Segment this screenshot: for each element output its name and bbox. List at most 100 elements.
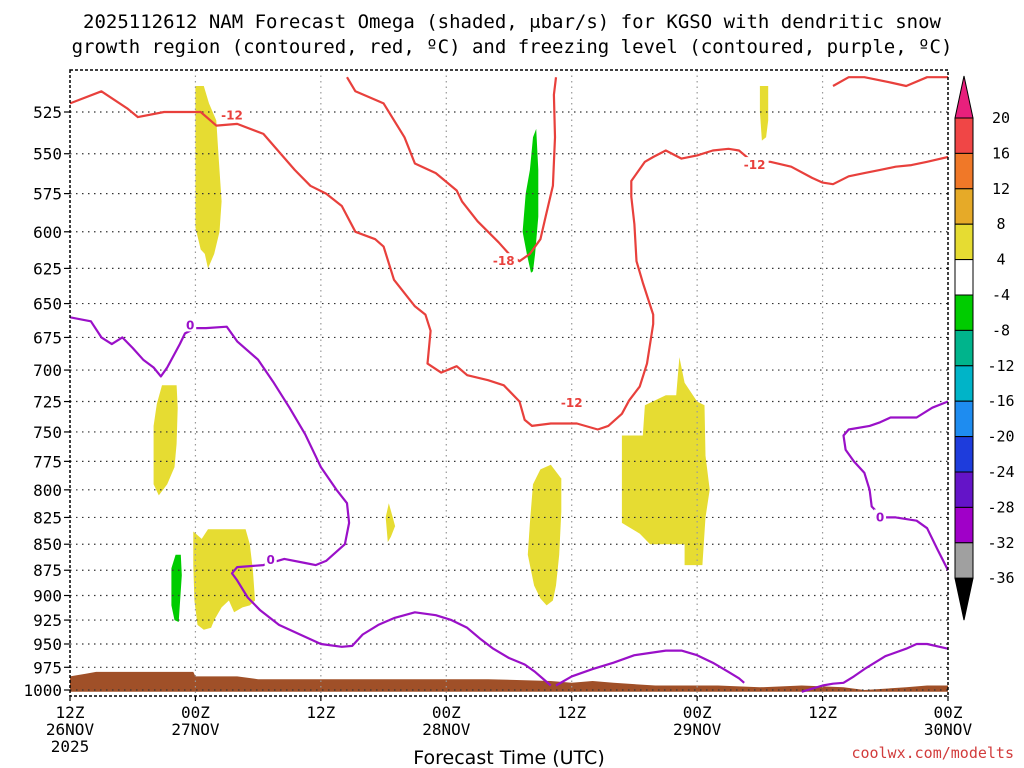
- x-tick-label-36-2: 28NOV: [422, 720, 471, 739]
- contour-dgz-minus12-left: [70, 90, 948, 431]
- colorbar-segment-13: [954, 542, 974, 579]
- omega-region-4: [171, 554, 182, 622]
- colorbar-label-6: -4: [992, 286, 1010, 304]
- colorbar-label-4: 8: [996, 215, 1005, 233]
- axes: 525 550 575 600 625 650 675 700 725 750 775 800 825 8…: [23, 69, 973, 756]
- chart-title-line-1: 2025112612 NAM Forecast Omega (shaded, μ…: [83, 11, 941, 33]
- chart-title-line-2: growth region (contoured, red, ºC) and f…: [72, 36, 953, 58]
- contour-frz-lower: [555, 649, 745, 687]
- x-tick-label-48-1: 12Z: [557, 703, 586, 722]
- y-tick-label-725: 725: [33, 393, 62, 412]
- y-tick-label-825: 825: [33, 508, 62, 527]
- x-tick-label-0-2: 26NOV: [46, 720, 95, 739]
- y-tick-label-525: 525: [33, 103, 62, 122]
- y-tick-label-575: 575: [33, 185, 62, 204]
- colorbar-label-3: 12: [992, 180, 1010, 198]
- colorbar-segment-10: [954, 436, 974, 473]
- y-tick-label-700: 700: [33, 361, 62, 380]
- contour-dgz-minus12-topright: [832, 76, 948, 88]
- colorbar-label-10: -20: [987, 428, 1014, 446]
- plot-frame: [69, 69, 949, 697]
- y-tick-label-975: 975: [33, 658, 62, 677]
- colorbar: 20 16 12 8 4 -4 -8 -12 -16 -20 -24 -28 -32 -36: [954, 75, 1015, 621]
- contour-labels: -12 -12 -18 -12 0 0 0: [184, 107, 887, 567]
- omega-region-3: [193, 529, 255, 630]
- colorbar-label-2: 16: [992, 144, 1010, 162]
- y-tick-label-925: 925: [33, 611, 62, 630]
- contour-dgz-minus18: [346, 76, 558, 263]
- y-tick-label-1000: 1000: [23, 681, 62, 700]
- contour-label-3: -18: [493, 254, 515, 268]
- x-tick-label-12-1: 00Z: [181, 703, 210, 722]
- colorbar-label-7: -8: [992, 321, 1010, 339]
- x-tick-label-84-2: 30NOV: [924, 720, 973, 739]
- y-tick-label-675: 675: [33, 328, 62, 347]
- x-tick-label-60-2: 29NOV: [673, 720, 722, 739]
- contour-label-bg: [264, 551, 277, 566]
- colorbar-segment-9: [954, 400, 974, 438]
- omega-region-9: [759, 86, 769, 141]
- colorbar-segment-7: [954, 329, 974, 367]
- y-tick-label-775: 775: [33, 452, 62, 471]
- y-tick-label-750: 750: [33, 423, 62, 442]
- contour-label-5: 0: [186, 318, 194, 332]
- colorbar-top-arrow: [954, 75, 974, 119]
- contour-lines: [70, 76, 948, 693]
- y-tick-label-900: 900: [33, 586, 62, 605]
- x-tick-label-24-1: 12Z: [306, 703, 335, 722]
- y-tick-label-625: 625: [33, 259, 62, 278]
- colorbar-label-12: -28: [987, 498, 1014, 516]
- x-tick-label-36-1: 00Z: [432, 703, 461, 722]
- y-tick-label-600: 600: [33, 223, 62, 242]
- colorbar-segment-3: [954, 188, 974, 225]
- grid-lines: [70, 70, 948, 696]
- x-tick-label-0-3: 2025: [51, 737, 90, 756]
- colorbar-label-13: -32: [987, 534, 1014, 552]
- contour-frz-upper: [70, 316, 552, 687]
- contour-label-2: -12: [744, 158, 766, 172]
- colorbar-label-9: -16: [987, 392, 1014, 410]
- omega-region-2: [153, 385, 178, 496]
- y-tick-label-800: 800: [33, 481, 62, 500]
- y-tick-label-875: 875: [33, 561, 62, 580]
- colorbar-segment-12: [954, 506, 974, 544]
- colorbar-label-5: 4: [996, 251, 1005, 269]
- omega-region-5: [522, 128, 539, 273]
- colorbar-segment-2: [954, 152, 974, 190]
- colorbar-segment-4: [954, 223, 974, 261]
- y-tick-label-550: 550: [33, 145, 62, 164]
- colorbar-label-14: -36: [987, 569, 1014, 587]
- colorbar-label-1: 20: [992, 109, 1010, 127]
- colorbar-segment-5: [954, 259, 974, 296]
- contour-label-7: 0: [876, 510, 884, 524]
- contour-label-bg: [489, 253, 518, 268]
- y-tick-label-850: 850: [33, 535, 62, 554]
- x-tick-label-60-1: 00Z: [683, 703, 712, 722]
- terrain-surface: [70, 671, 948, 692]
- y-tick-label-650: 650: [33, 295, 62, 314]
- contour-frz-right: [842, 400, 948, 571]
- credit-text: coolwx.com/modelts: [851, 744, 1014, 762]
- contour-frz-bottomright: [801, 642, 948, 693]
- colorbar-segment-8: [954, 365, 974, 402]
- colorbar-label-11: -24: [987, 463, 1014, 481]
- y-tick-label-950: 950: [33, 635, 62, 654]
- omega-region-6: [385, 503, 396, 543]
- contour-label-bg: [740, 157, 769, 172]
- omega-region-1: [195, 86, 222, 269]
- colorbar-label-8: -12: [987, 357, 1014, 375]
- colorbar-segment-11: [954, 471, 974, 508]
- plot-area: [70, 86, 948, 692]
- x-tick-label-0-1: 12Z: [56, 703, 85, 722]
- contour-label-bg: [184, 317, 197, 332]
- colorbar-segment-1: [954, 117, 974, 154]
- omega-region-8: [621, 357, 710, 566]
- contour-label-1: -12: [221, 108, 243, 122]
- x-tick-label-12-2: 27NOV: [171, 720, 220, 739]
- omega-region-7: [527, 464, 562, 606]
- contour-label-bg: [874, 509, 887, 524]
- contour-label-bg: [557, 394, 586, 409]
- colorbar-segment-6: [954, 294, 974, 331]
- colorbar-bottom-arrow: [954, 577, 974, 621]
